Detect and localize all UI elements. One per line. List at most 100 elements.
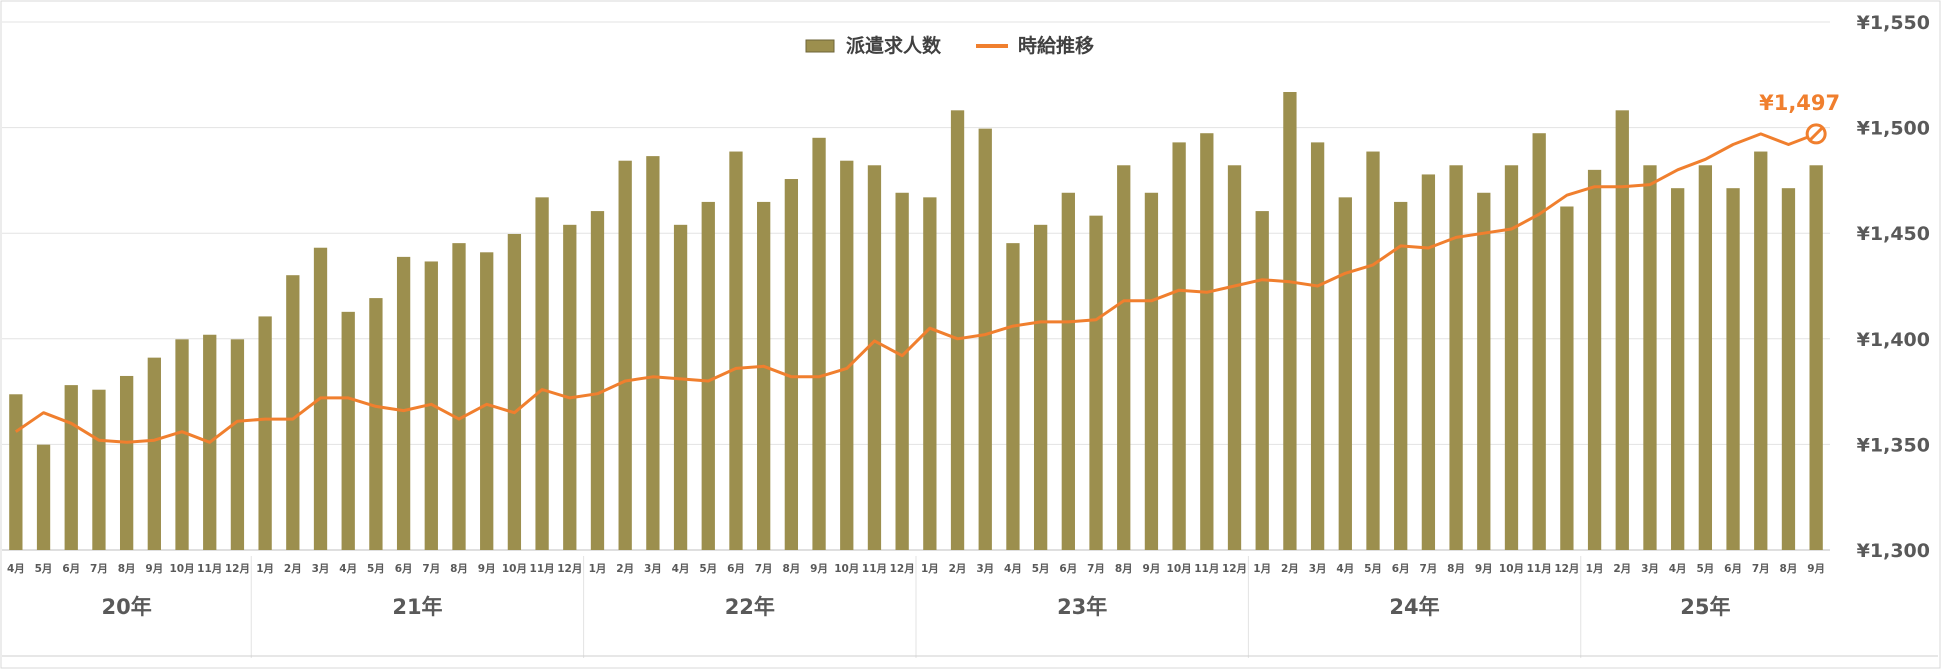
month-tick-label: 4月 [339, 563, 357, 575]
y-tick-label: ¥1,300 [1857, 540, 1930, 562]
month-tick-label: 6月 [1059, 563, 1077, 575]
year-label: 24年 [1389, 595, 1439, 619]
month-tick-label: 11月 [197, 563, 222, 575]
bar [1006, 243, 1020, 550]
bar [1421, 174, 1436, 550]
month-tick-label: 1月 [1586, 563, 1604, 575]
month-tick-label: 5月 [1696, 563, 1714, 575]
bar [646, 156, 660, 550]
month-tick-label: 10月 [502, 563, 527, 575]
bar [1061, 192, 1075, 550]
month-tick-label: 3月 [1309, 563, 1327, 575]
month-tick-label: 12月 [557, 563, 582, 575]
year-label: 23年 [1057, 595, 1107, 619]
bar [618, 160, 632, 550]
bar [590, 211, 605, 550]
month-tick-label: 2月 [284, 563, 302, 575]
month-tick-label: 9月 [810, 563, 828, 575]
year-label: 20年 [102, 595, 152, 619]
month-tick-label: 5月 [1364, 563, 1382, 575]
month-tick-label: 6月 [395, 563, 413, 575]
bar [1449, 165, 1463, 550]
month-tick-label: 9月 [145, 563, 163, 575]
month-tick-label: 11月 [530, 563, 555, 575]
month-tick-label: 8月 [118, 563, 136, 575]
legend-line-label: 時給推移 [1018, 34, 1094, 57]
bar [673, 224, 688, 550]
month-tick-label: 8月 [782, 563, 800, 575]
bar [1587, 169, 1602, 551]
last-point-slash [1809, 126, 1824, 141]
month-tick-label: 1月 [589, 563, 607, 575]
month-tick-label: 12月 [225, 563, 250, 575]
month-tick-label: 12月 [890, 563, 915, 575]
bar [1283, 92, 1297, 550]
month-tick-label: 5月 [367, 563, 385, 575]
month-tick-label: 4月 [1669, 563, 1687, 575]
bar [1560, 206, 1574, 550]
month-tick-label: 2月 [1613, 563, 1631, 575]
y-axis-ticks: ¥1,300 ¥1,350 ¥1,400 ¥1,450 ¥1,500 ¥1,550 [1857, 12, 1930, 562]
bar [1200, 133, 1214, 550]
month-tick-label: 8月 [1780, 563, 1798, 575]
bar [1781, 188, 1796, 550]
bar [341, 311, 355, 550]
bar [1089, 215, 1103, 550]
month-tick-label: 1月 [1253, 563, 1271, 575]
bar [895, 192, 909, 550]
month-tick-label: 3月 [312, 563, 330, 575]
month-tick-label: 12月 [1554, 563, 1579, 575]
legend-bar-swatch [805, 39, 835, 53]
month-tick-label: 6月 [1392, 563, 1410, 575]
year-label: 22年 [725, 595, 775, 619]
bar [840, 160, 854, 550]
month-tick-label: 4月 [1336, 563, 1354, 575]
month-tick-label: 2月 [949, 563, 967, 575]
month-tick-label: 1月 [256, 563, 274, 575]
bar [1809, 165, 1823, 550]
month-tick-label: 6月 [727, 563, 745, 575]
y-tick-label: ¥1,500 [1857, 118, 1930, 140]
month-tick-label: 7月 [1752, 563, 1770, 575]
bar [258, 316, 272, 550]
bar [1255, 211, 1269, 550]
month-tick-label: 8月 [450, 563, 468, 575]
month-tick-label: 4月 [672, 563, 690, 575]
bar [119, 375, 134, 550]
month-tick-label: 3月 [976, 563, 994, 575]
bar [147, 357, 161, 550]
bar [867, 165, 882, 550]
month-tick-label: 10月 [1499, 563, 1524, 575]
bar [757, 201, 771, 551]
bar [1643, 165, 1657, 550]
month-tick-label: 8月 [1115, 563, 1133, 575]
bar [286, 275, 300, 550]
bar [563, 224, 577, 550]
month-tick-label: 9月 [1475, 563, 1493, 575]
month-tick-label: 9月 [478, 563, 496, 575]
month-tick-label: 1月 [921, 563, 939, 575]
bar [1172, 142, 1186, 550]
bar [535, 197, 549, 550]
bar [1671, 188, 1685, 550]
bar [452, 243, 466, 550]
bar [369, 298, 383, 550]
bar [812, 137, 826, 551]
y-tick-label: ¥1,400 [1857, 329, 1930, 351]
y-tick-label: ¥1,550 [1857, 12, 1930, 34]
month-tick-label: 12月 [1222, 563, 1247, 575]
bar [507, 233, 522, 551]
bar [175, 339, 189, 550]
legend-bar-label: 派遣求人数 [846, 34, 942, 57]
month-tick-label: 10月 [169, 563, 194, 575]
bar [729, 151, 743, 551]
bar [784, 179, 799, 550]
month-tick-label: 3月 [644, 563, 662, 575]
bar [1698, 165, 1713, 550]
bar [1366, 151, 1380, 551]
line-path [14, 132, 1817, 444]
month-tick-label: 2月 [1281, 563, 1299, 575]
bar [923, 197, 937, 550]
month-tick-label: 11月 [1527, 563, 1552, 575]
